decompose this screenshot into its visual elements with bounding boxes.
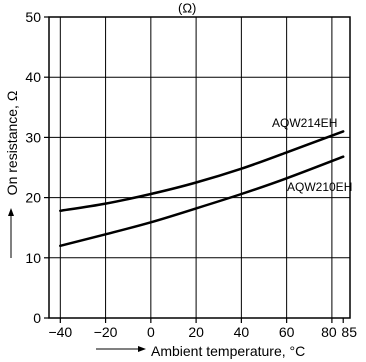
- y-tick-labels: 0 10 20 30 40 50: [25, 9, 41, 326]
- x-axis-title-group: Ambient temperature, °C: [96, 343, 305, 359]
- x-axis-arrowhead: [138, 346, 146, 352]
- series-line-aqw214eh: [59, 130, 345, 213]
- series-lines: [59, 130, 345, 248]
- y-axis-arrowhead: [8, 208, 14, 216]
- x-tick-label: −20: [94, 324, 118, 340]
- tick-marks: [44, 16, 344, 323]
- plot-frame-group: [48, 16, 351, 319]
- grid: [49, 17, 350, 318]
- x-tick-label: −40: [48, 324, 72, 340]
- x-tick-label: 0: [147, 324, 155, 340]
- x-tick-label: 20: [188, 324, 204, 340]
- x-tick-label: 40: [234, 324, 250, 340]
- series-label-aqw214eh: AQW214EH: [272, 116, 337, 130]
- x-tick-label: 85: [341, 324, 357, 340]
- title-fragment: (Ω): [178, 1, 196, 16]
- x-tick-label: 80: [321, 324, 337, 340]
- y-tick-label: 20: [25, 190, 41, 206]
- x-tick-label: 60: [279, 324, 295, 340]
- y-tick-label: 50: [25, 9, 41, 25]
- plot-frame: [48, 16, 351, 319]
- y-tick-label: 0: [33, 310, 41, 326]
- y-axis-title-group: On resistance, Ω: [4, 91, 20, 258]
- series-label-aqw210eh-group: AQW210EH: [287, 180, 352, 194]
- series-label-aqw214eh-group: AQW214EH: [272, 116, 337, 130]
- y-tick-label: 30: [25, 129, 41, 145]
- y-tick-label: 40: [25, 69, 41, 85]
- x-axis-title: Ambient temperature, °C: [151, 343, 305, 359]
- y-tick-label: 10: [25, 250, 41, 266]
- series-label-aqw210eh: AQW210EH: [287, 180, 352, 194]
- x-tick-labels: −40 −20 0 20 40 60 80 85: [48, 324, 357, 340]
- y-axis-title: On resistance, Ω: [4, 91, 20, 196]
- series-line-aqw210eh: [59, 155, 345, 248]
